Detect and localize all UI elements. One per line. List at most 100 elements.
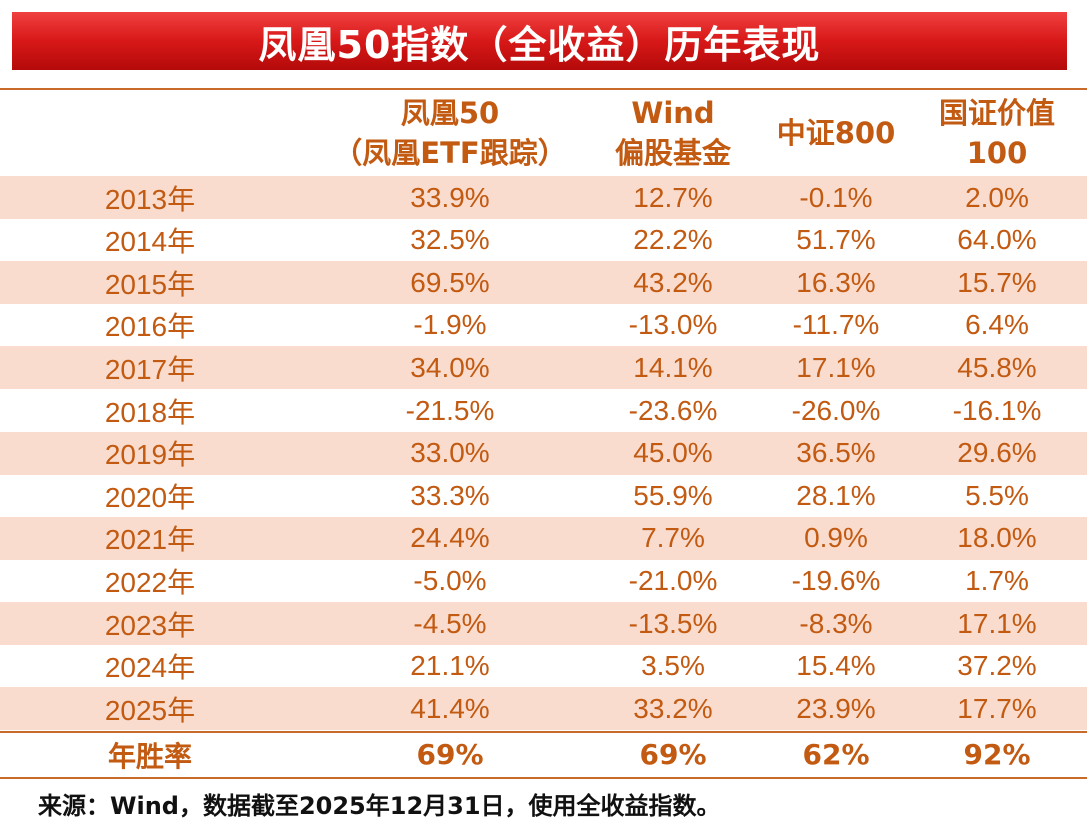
value-cell: -0.1%: [799, 181, 873, 213]
value-cell: 33.0%: [410, 437, 490, 469]
value-cell: 33.2%: [633, 692, 713, 724]
table-bottom-border: [0, 776, 1087, 779]
column-header-0: [20, 90, 280, 176]
win-rate-value: 69%: [639, 738, 707, 772]
value-cell: 21.1%: [410, 650, 490, 682]
column-header-1-line1: 凤凰50: [400, 96, 500, 130]
year-cell: 2016年: [104, 311, 196, 343]
value-cell: 55.9%: [633, 479, 713, 511]
table-row: 2025年 41.4% 33.2% 23.9% 17.7%: [0, 687, 1087, 731]
value-cell: 7.7%: [641, 522, 705, 554]
year-cell: 2015年: [104, 268, 196, 300]
win-rate-label: 年胜率: [107, 739, 192, 773]
value-cell: 17.7%: [957, 692, 1037, 724]
value-cell: 51.7%: [796, 224, 876, 256]
table-top-border: [0, 88, 1087, 90]
value-cell: -8.3%: [799, 607, 873, 639]
table-row: 2017年 34.0% 14.1% 17.1% 45.8%: [0, 346, 1087, 390]
column-header-2-line1: Wind: [631, 96, 715, 130]
table-row: 2014年 32.5% 22.2% 51.7% 64.0%: [0, 219, 1087, 262]
win-rate-row: 年胜率 69% 69% 62% 92%: [0, 733, 1087, 777]
table-row: 2023年 -4.5% -13.5% -8.3% 17.1%: [0, 602, 1087, 645]
year-cell: 2021年: [104, 524, 196, 556]
value-cell: -5.0%: [413, 564, 487, 596]
value-cell: 34.0%: [410, 351, 490, 383]
value-cell: -13.0%: [628, 309, 718, 341]
value-cell: -21.0%: [628, 564, 718, 596]
value-cell: 15.4%: [796, 650, 876, 682]
value-cell: -1.9%: [413, 309, 487, 341]
value-cell: -4.5%: [413, 607, 487, 639]
value-cell: 69.5%: [410, 266, 490, 298]
value-cell: 43.2%: [633, 266, 713, 298]
summary-top-border: [0, 730, 1087, 733]
column-header-4-line2: 100: [966, 136, 1028, 170]
year-cell: 2017年: [104, 353, 196, 385]
value-cell: 32.5%: [410, 224, 490, 256]
value-cell: 1.7%: [965, 564, 1029, 596]
year-cell: 2023年: [104, 609, 196, 641]
table-header: 凤凰50 （凤凰ETF跟踪） Wind 偏股基金 中证800 国证价值 100: [0, 90, 1087, 176]
value-cell: 45.8%: [957, 351, 1037, 383]
column-header-4-line1: 国证价值: [938, 96, 1055, 130]
year-cell: 2025年: [104, 694, 196, 726]
value-cell: 17.1%: [796, 351, 876, 383]
value-cell: 45.0%: [633, 437, 713, 469]
table-row: 2015年 69.5% 43.2% 16.3% 15.7%: [0, 261, 1087, 305]
value-cell: 33.3%: [410, 479, 490, 511]
value-cell: 29.6%: [957, 437, 1037, 469]
value-cell: 16.3%: [796, 266, 876, 298]
value-cell: 5.5%: [965, 479, 1029, 511]
table-row: 2018年 -21.5% -23.6% -26.0% -16.1%: [0, 389, 1087, 432]
value-cell: 3.5%: [641, 650, 705, 682]
column-header-2-line2: 偏股基金: [614, 136, 731, 170]
win-rate-value: 62%: [802, 738, 870, 772]
column-header-2: Wind 偏股基金: [583, 90, 763, 176]
title-banner: 凤凰50指数（全收益）历年表现: [12, 12, 1067, 70]
table-row: 2021年 24.4% 7.7% 0.9% 18.0%: [0, 516, 1087, 560]
year-cell: 2020年: [104, 481, 196, 513]
value-cell: -16.1%: [952, 394, 1042, 426]
column-header-1: 凤凰50 （凤凰ETF跟踪）: [300, 90, 600, 176]
table-row: 2016年 -1.9% -13.0% -11.7% 6.4%: [0, 304, 1087, 347]
value-cell: 18.0%: [957, 522, 1037, 554]
value-cell: 2.0%: [965, 181, 1029, 213]
value-cell: 15.7%: [957, 266, 1037, 298]
value-cell: 22.2%: [633, 224, 713, 256]
value-cell: 14.1%: [633, 351, 713, 383]
table-row: 2024年 21.1% 3.5% 15.4% 37.2%: [0, 645, 1087, 688]
year-cell: 2013年: [104, 183, 196, 215]
value-cell: -21.5%: [405, 394, 495, 426]
value-cell: 24.4%: [410, 522, 490, 554]
column-header-3-line1: 中证800: [776, 116, 896, 150]
win-rate-value: 69%: [416, 738, 484, 772]
year-cell: 2018年: [104, 396, 196, 428]
column-header-4: 国证价值 100: [912, 90, 1082, 176]
value-cell: 37.2%: [957, 650, 1037, 682]
value-cell: 23.9%: [796, 692, 876, 724]
table-row: 2020年 33.3% 55.9% 28.1% 5.5%: [0, 474, 1087, 517]
value-cell: 6.4%: [965, 309, 1029, 341]
source-note: 来源：Wind，数据截至2025年12月31日，使用全收益指数。: [38, 792, 721, 820]
year-cell: 2022年: [104, 566, 196, 598]
value-cell: -26.0%: [791, 394, 881, 426]
value-cell: -13.5%: [628, 607, 718, 639]
value-cell: 28.1%: [796, 479, 876, 511]
value-cell: -19.6%: [791, 564, 881, 596]
year-cell: 2024年: [104, 652, 196, 684]
win-rate-value: 92%: [963, 738, 1031, 772]
table-row: 2013年 33.9% 12.7% -0.1% 2.0%: [0, 176, 1087, 219]
value-cell: 12.7%: [633, 181, 713, 213]
year-cell: 2019年: [104, 439, 196, 471]
value-cell: 36.5%: [796, 437, 876, 469]
value-cell: 64.0%: [957, 224, 1037, 256]
value-cell: 17.1%: [957, 607, 1037, 639]
value-cell: 41.4%: [410, 692, 490, 724]
table-row: 2022年 -5.0% -21.0% -19.6% 1.7%: [0, 559, 1087, 602]
value-cell: 33.9%: [410, 181, 490, 213]
value-cell: 0.9%: [804, 522, 868, 554]
table-row: 2019年 33.0% 45.0% 36.5% 29.6%: [0, 431, 1087, 475]
value-cell: -23.6%: [628, 394, 718, 426]
value-cell: -11.7%: [792, 309, 880, 341]
year-cell: 2014年: [104, 226, 196, 258]
